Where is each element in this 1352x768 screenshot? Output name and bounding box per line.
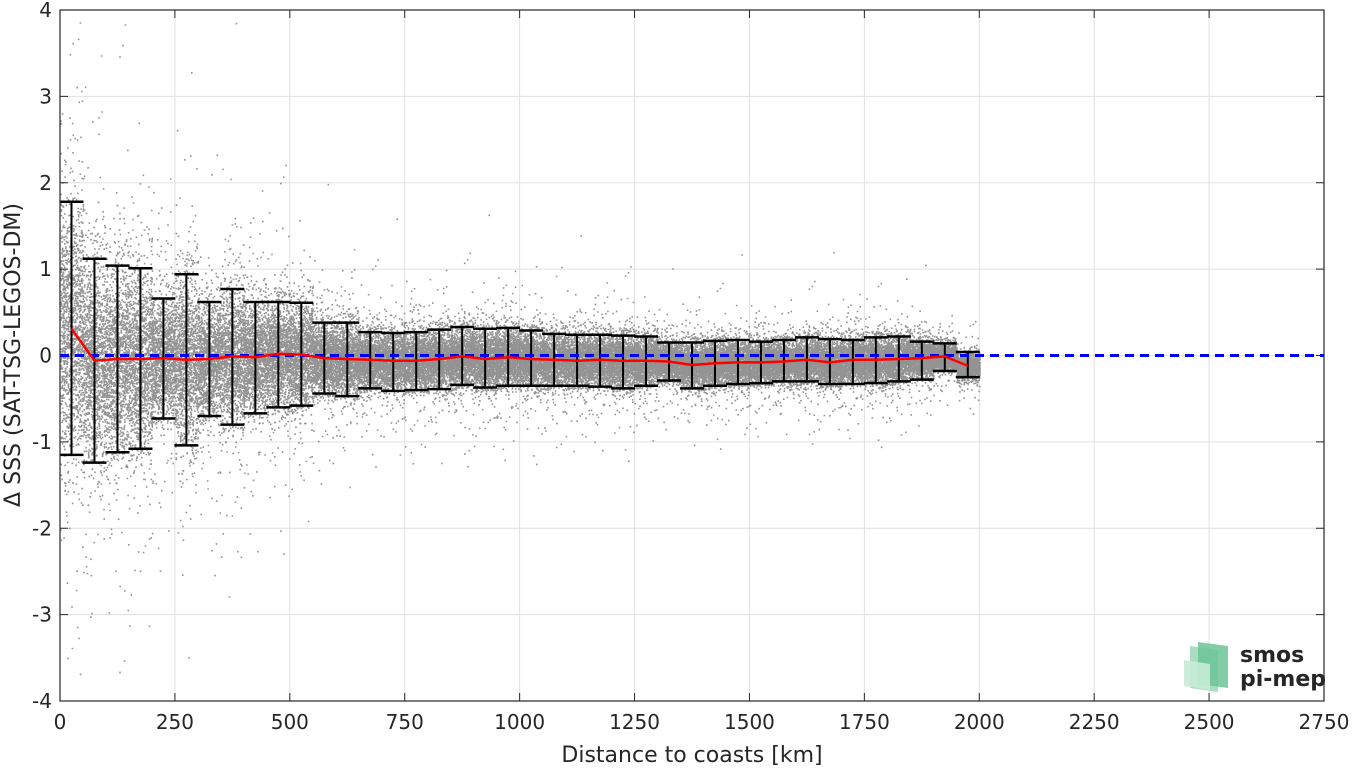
y-tick-label: 4 xyxy=(39,0,52,22)
x-tick-label: 1500 xyxy=(724,710,775,734)
mean-line xyxy=(70,327,969,368)
error-bar xyxy=(59,200,84,457)
error-bar xyxy=(909,340,934,381)
x-axis-label: Distance to coasts [km] xyxy=(561,743,822,768)
error-bars xyxy=(59,200,980,464)
x-tick-label: 2250 xyxy=(1069,710,1120,734)
y-axis-ticks: 4 3 2 1 0 -1 -2 -3 -4 xyxy=(32,0,1324,713)
x-tick-label: 1000 xyxy=(494,710,545,734)
error-bar xyxy=(840,338,865,386)
logo-text-smos: smos xyxy=(1240,643,1304,668)
y-tick-label: 3 xyxy=(39,84,52,108)
logo-text-pi-mep: pi-mep xyxy=(1240,667,1326,692)
scatter-points xyxy=(60,22,981,676)
x-tick-label: 0 xyxy=(54,710,67,734)
y-tick-label: -2 xyxy=(32,516,52,540)
x-tick-label: 2500 xyxy=(1184,710,1235,734)
y-tick-label: -4 xyxy=(32,689,52,713)
x-axis-ticks: 0 250 500 750 1000 1250 1500 1750 2000 2250 2500 27… xyxy=(54,10,1350,734)
y-axis-label: Δ SSS (SAT-TSG-LEGOS-DM) xyxy=(1,203,26,507)
y-tick-label: 0 xyxy=(39,344,52,368)
x-tick-label: 1750 xyxy=(839,710,890,734)
y-tick-label: -3 xyxy=(32,603,52,627)
x-tick-label: 2750 xyxy=(1299,710,1350,734)
y-tick-label: 1 xyxy=(39,257,52,281)
error-bar xyxy=(381,331,406,393)
logo-mark-icon xyxy=(1184,642,1228,692)
y-tick-label: -1 xyxy=(32,430,52,454)
x-tick-label: 500 xyxy=(271,710,309,734)
x-tick-label: 2000 xyxy=(954,710,1005,734)
error-bar xyxy=(611,334,636,390)
x-tick-label: 250 xyxy=(156,710,194,734)
y-tick-label: 2 xyxy=(39,171,52,195)
scatter-cloud xyxy=(60,22,981,676)
x-tick-label: 750 xyxy=(386,710,424,734)
x-tick-label: 1250 xyxy=(609,710,660,734)
smos-pi-mep-logo: smos pi-mep xyxy=(1184,642,1326,692)
